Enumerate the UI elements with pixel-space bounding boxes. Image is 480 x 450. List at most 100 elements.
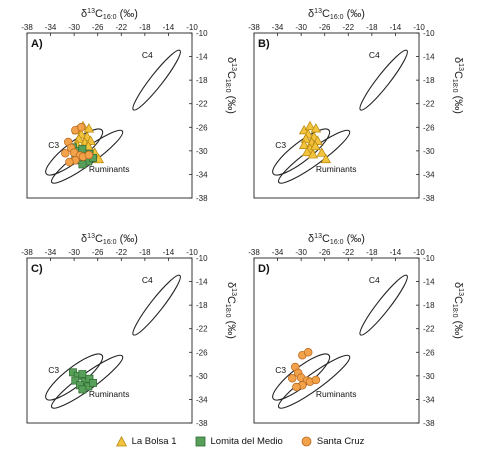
x-tick-label: -34 (45, 248, 57, 257)
data-point-la-bolsa-1 (320, 153, 332, 164)
x-tick-label: -14 (390, 248, 402, 257)
data-point-la-bolsa-1 (316, 147, 327, 157)
region-label-ruminants: Ruminants (316, 389, 357, 399)
legend-label: Lomita del Medio (210, 435, 283, 447)
x-tick-label: -14 (163, 248, 175, 257)
y-tick-label: -22 (423, 100, 435, 109)
x-tick-label: -26 (319, 23, 331, 32)
data-point-santa-cruz (65, 157, 74, 167)
legend-item-santa-cruz: Santa Cruz (301, 435, 365, 447)
legend: La Bolsa 1 Lomita del Medio Santa Cruz (0, 433, 480, 449)
data-point-santa-cruz (311, 375, 321, 385)
data-point-lomita-del-medio (78, 385, 87, 394)
y-tick-label: -10 (423, 254, 435, 263)
y-axis-label: δ13C18:0 (‰) (224, 282, 237, 339)
region-ellipse-c3 (272, 128, 331, 176)
data-point-la-bolsa-1 (304, 120, 316, 131)
triangle-icon (115, 435, 127, 446)
x-tick-label: -10 (413, 248, 425, 257)
y-tick-label: -34 (196, 170, 208, 179)
region-label-c3: C3 (275, 140, 286, 150)
y-tick-label: -30 (196, 372, 208, 381)
x-axis-label: δ13C16:0 (‰) (81, 233, 138, 246)
x-axis-label: δ13C16:0 (‰) (81, 8, 138, 21)
circle-icon (301, 436, 312, 446)
legend-item-lomita-del-medio: Lomita del Medio (195, 436, 283, 447)
y-tick-label: -18 (196, 301, 208, 310)
x-tick-label: -26 (92, 248, 104, 257)
x-tick-label: -14 (390, 23, 402, 32)
x-tick-label: -30 (68, 23, 80, 32)
x-tick-label: -18 (139, 248, 151, 257)
y-tick-label: -14 (196, 278, 208, 287)
y-tick-label: -22 (423, 325, 435, 334)
y-tick-label: -30 (423, 147, 435, 156)
y-axis-label: δ13C18:0 (‰) (451, 57, 464, 114)
legend-label: La Bolsa 1 (131, 435, 177, 447)
y-tick-label: -26 (196, 348, 208, 357)
x-tick-label: -34 (272, 248, 284, 257)
region-ellipse-c4 (359, 49, 408, 111)
x-tick-label: -34 (45, 23, 57, 32)
panel-b: -38 -34 -30 -26 -22 -18 -14 -10-10 -14 -18 -22 -26 -… (248, 8, 464, 203)
data-point-la-bolsa-1 (310, 140, 321, 151)
y-tick-label: -26 (196, 123, 208, 132)
y-tick-label: -18 (423, 301, 435, 310)
region-ellipse-ruminants (277, 354, 351, 409)
y-tick-label: -26 (423, 123, 435, 132)
x-tick-label: -30 (295, 248, 307, 257)
panel-letter: A) (31, 38, 43, 50)
legend-item-la-bolsa-1: La Bolsa 1 (115, 435, 177, 447)
plot-frame (26, 32, 193, 199)
x-tick-label: -18 (139, 23, 151, 32)
y-tick-label: -30 (196, 147, 208, 156)
region-label-ruminants: Ruminants (316, 164, 357, 174)
x-tick-label: -22 (116, 248, 128, 257)
x-tick-label: -26 (92, 23, 104, 32)
data-point-la-bolsa-1 (310, 123, 322, 133)
data-point-lomita-del-medio (71, 376, 80, 385)
x-axis-label: δ13C16:0 (‰) (308, 8, 365, 21)
x-tick-label: -10 (413, 23, 425, 32)
data-point-la-bolsa-1 (83, 123, 95, 133)
panel-a: -38 -34 -30 -26 -22 -18 -14 -10-10 -14 -18 -22 -26 -… (21, 8, 237, 203)
y-tick-label: -18 (423, 76, 435, 85)
y-tick-label: -14 (196, 53, 208, 62)
y-tick-label: -14 (423, 53, 435, 62)
x-tick-label: -18 (366, 248, 378, 257)
data-point-lomita-del-medio (78, 370, 87, 379)
data-point-lomita-del-medio (78, 160, 87, 169)
data-point-santa-cruz (61, 148, 70, 158)
data-point-la-bolsa-1 (298, 139, 310, 149)
x-tick-label: -22 (343, 23, 355, 32)
x-tick-label: -26 (319, 248, 331, 257)
data-point-santa-cruz (292, 382, 301, 392)
region-label-c4: C4 (142, 275, 153, 285)
data-point-santa-cruz (288, 373, 297, 383)
panel-d: -38 -34 -30 -26 -22 -18 -14 -10-10 -14 -18 -22 -26 -… (248, 233, 464, 428)
region-label-c3: C3 (275, 365, 286, 375)
x-tick-label: -38 (248, 23, 260, 32)
region-label-c4: C4 (142, 50, 153, 60)
region-label-ruminants: Ruminants (89, 389, 130, 399)
x-tick-label: -30 (295, 23, 307, 32)
region-ellipse-c4 (359, 274, 408, 336)
x-tick-label: -14 (163, 23, 175, 32)
x-tick-label: -22 (343, 248, 355, 257)
data-point-santa-cruz (303, 348, 313, 357)
region-label-c3: C3 (48, 140, 59, 150)
y-tick-label: -38 (196, 194, 208, 203)
legend-label: Santa Cruz (316, 435, 365, 447)
data-point-santa-cruz (76, 123, 86, 132)
square-icon (195, 436, 205, 446)
y-tick-label: -30 (423, 372, 435, 381)
data-point-lomita-del-medio (89, 378, 97, 387)
region-ellipse-c4 (132, 274, 181, 336)
y-tick-label: -34 (423, 395, 435, 404)
y-axis-label: δ13C18:0 (‰) (451, 282, 464, 339)
region-label-c4: C4 (369, 275, 380, 285)
x-tick-label: -22 (116, 23, 128, 32)
y-tick-label: -34 (196, 395, 208, 404)
panel-letter: C) (31, 263, 43, 275)
data-point-la-bolsa-1 (307, 149, 319, 159)
